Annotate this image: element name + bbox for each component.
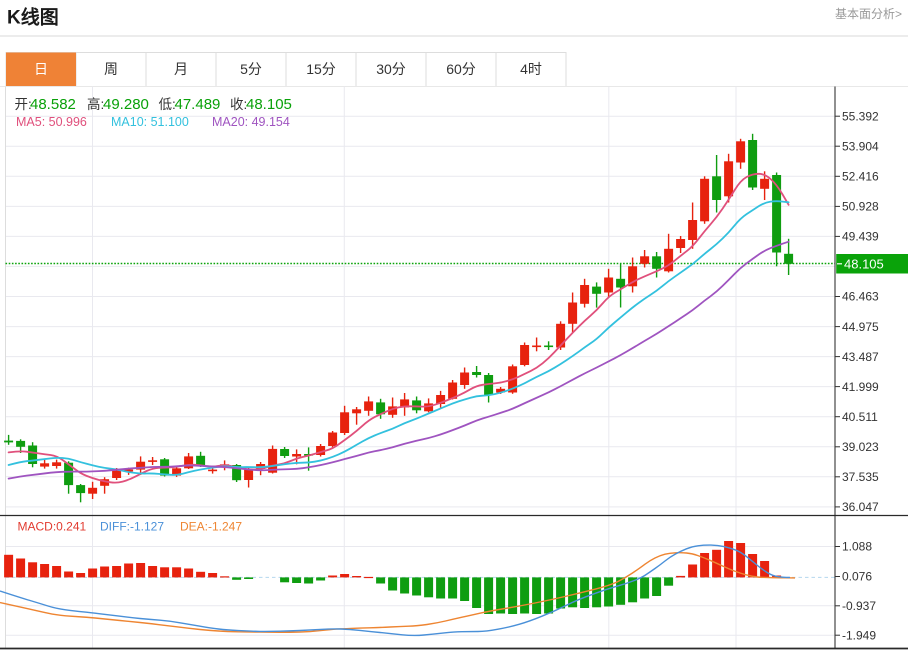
svg-text:日: 日 <box>34 61 48 77</box>
svg-text:50.928: 50.928 <box>842 200 879 214</box>
svg-text:36.047: 36.047 <box>842 500 879 514</box>
svg-text:5分: 5分 <box>240 61 262 77</box>
svg-text:15分: 15分 <box>306 61 336 77</box>
svg-text:52.416: 52.416 <box>842 170 879 184</box>
svg-text:49.439: 49.439 <box>842 230 879 244</box>
svg-text:基本面分析>: 基本面分析> <box>835 7 902 21</box>
svg-text:41.999: 41.999 <box>842 380 879 394</box>
svg-text:60分: 60分 <box>446 61 476 77</box>
svg-text:43.487: 43.487 <box>842 350 879 364</box>
svg-text:-1.949: -1.949 <box>842 628 876 642</box>
svg-text:46.463: 46.463 <box>842 290 879 304</box>
svg-text:-0.937: -0.937 <box>842 599 876 613</box>
svg-text:1.088: 1.088 <box>842 540 872 554</box>
svg-text:30分: 30分 <box>376 61 406 77</box>
svg-text:40.511: 40.511 <box>842 410 878 424</box>
svg-text:4时: 4时 <box>520 61 542 77</box>
svg-text:周: 周 <box>104 61 118 77</box>
svg-text:44.975: 44.975 <box>842 320 879 334</box>
svg-text:48.105: 48.105 <box>844 257 884 272</box>
svg-text:55.392: 55.392 <box>842 109 879 123</box>
svg-text:39.023: 39.023 <box>842 440 879 454</box>
svg-text:K线图: K线图 <box>7 6 59 29</box>
svg-text:37.535: 37.535 <box>842 470 879 484</box>
svg-text:0.076: 0.076 <box>842 570 872 584</box>
svg-text:53.904: 53.904 <box>842 139 879 153</box>
svg-text:月: 月 <box>174 61 188 77</box>
